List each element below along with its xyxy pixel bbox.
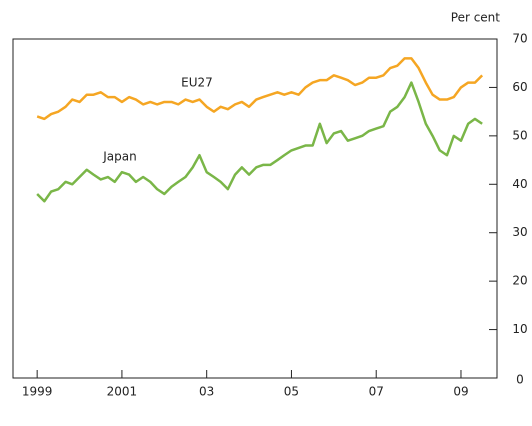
data-line [36,57,484,121]
y-tick-label: 20 [512,274,527,288]
y-axis-label: Per cent [451,11,501,25]
x-tick-label: 05 [284,385,299,399]
plot-frame [12,38,498,379]
y-tick-label: 70 [512,32,527,46]
x-tick-label: 2001 [107,385,138,399]
data-line [36,81,483,203]
x-tick-label: 03 [199,385,214,399]
series-label: EU27 [181,76,213,90]
y-tick-label: 50 [512,128,527,142]
x-tick-label: 09 [453,385,468,399]
y-tick-label: 30 [512,225,527,239]
x-tick-label: 1999 [22,385,53,399]
series-label: Japan [102,150,136,164]
y-tick-label: 60 [512,80,527,94]
y-tick-label: 10 [512,322,527,336]
y-tick-label: 0 [516,373,524,387]
x-tick-label: 07 [369,385,384,399]
y-tick-label: 40 [512,177,527,191]
